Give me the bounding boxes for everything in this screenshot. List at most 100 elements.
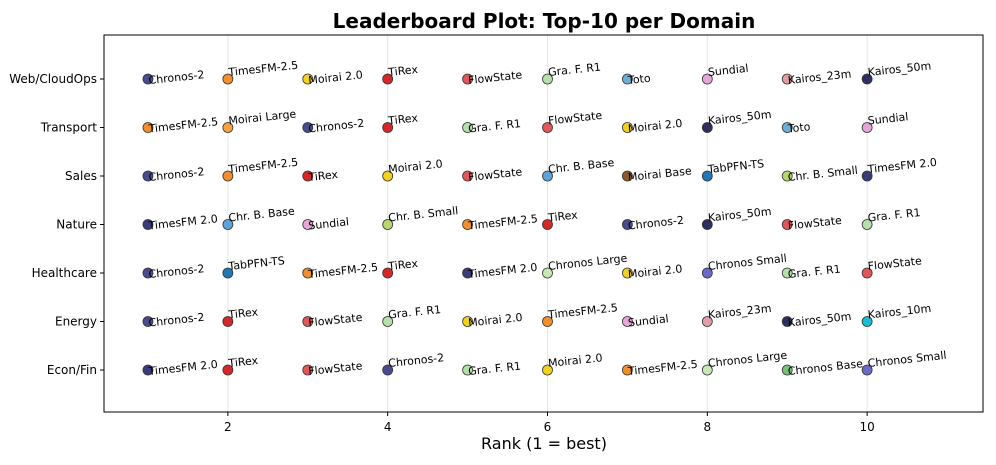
marker-timesfm-2-5 bbox=[222, 170, 234, 182]
marker-chronos-2 bbox=[302, 122, 314, 133]
point-label: Chronos Base bbox=[787, 357, 864, 378]
point-transport-rank-9: Toto bbox=[781, 120, 811, 136]
marker-timesfm-2-5 bbox=[462, 219, 473, 230]
point-label: Chronos-2 bbox=[627, 214, 684, 233]
marker-chronos-small bbox=[701, 267, 713, 279]
marker-chronos-2 bbox=[622, 219, 633, 230]
point-label: TabPFN-TS bbox=[706, 157, 765, 176]
marker-kairos-23m bbox=[701, 316, 713, 327]
point-econ-fin-rank-5: Gra. F. R1 bbox=[462, 360, 522, 378]
marker-sundial bbox=[302, 219, 314, 230]
point-label: TimesFM 2.0 bbox=[866, 156, 937, 176]
marker-gra-f-r1 bbox=[781, 267, 793, 279]
x-tick-label-8: 8 bbox=[703, 420, 711, 434]
marker-chronos-2 bbox=[142, 316, 154, 327]
point-energy-rank-10: Kairos_10m bbox=[861, 302, 932, 327]
point-label: Sundial bbox=[308, 215, 350, 232]
point-healthcare-rank-8: Chronos Small bbox=[701, 252, 787, 279]
point-label: TiRex bbox=[387, 111, 419, 127]
point-label: Toto bbox=[626, 72, 651, 87]
x-axis: 2 4 6 8 10 bbox=[224, 412, 875, 434]
point-web-cloudops-rank-1: Chronos-2 bbox=[142, 68, 205, 87]
point-energy-rank-6: TimesFM-2.5 bbox=[542, 301, 618, 327]
point-label: Kairos_50m bbox=[707, 205, 772, 225]
marker-moirai-2-0 bbox=[302, 73, 314, 85]
point-sales-rank-2: TimesFM-2.5 bbox=[222, 156, 299, 182]
point-label: Sundial bbox=[867, 110, 909, 127]
point-nature-rank-2: Chr. B. Base bbox=[222, 205, 296, 230]
point-nature-rank-7: Chronos-2 bbox=[622, 214, 684, 233]
point-label: Chronos-2 bbox=[308, 117, 365, 136]
marker-tirex bbox=[382, 73, 394, 85]
point-energy-rank-5: Moirai 2.0 bbox=[462, 311, 524, 330]
point-label: TimesFM-2.5 bbox=[227, 59, 299, 79]
point-sales-rank-7: Moirai Base bbox=[622, 164, 692, 184]
x-axis-label: Rank (1 = best) bbox=[481, 434, 607, 453]
point-nature-rank-1: TimesFM 2.0 bbox=[142, 212, 218, 233]
marker-timesfm-2-5 bbox=[222, 73, 234, 85]
point-nature-rank-8: Kairos_50m bbox=[701, 205, 772, 230]
marker-chronos-large bbox=[701, 364, 713, 376]
marker-sundial bbox=[701, 73, 713, 85]
marker-chronos-large bbox=[542, 267, 553, 279]
point-label: Moirai Large bbox=[228, 107, 297, 127]
point-label: Moirai 2.0 bbox=[468, 311, 524, 330]
marker-gra-f-r1 bbox=[462, 122, 473, 133]
point-econ-fin-rank-10: Chronos Small bbox=[861, 349, 947, 376]
marker-gra-f-r1 bbox=[382, 316, 394, 327]
point-web-cloudops-rank-5: FlowState bbox=[462, 68, 523, 87]
marker-tirex bbox=[382, 122, 394, 133]
point-healthcare-rank-3: TimesFM-2.5 bbox=[302, 261, 379, 281]
point-energy-rank-1: Chronos-2 bbox=[142, 311, 205, 329]
point-label: Moirai 2.0 bbox=[627, 117, 683, 136]
chart-title: Leaderboard Plot: Top-10 per Domain bbox=[333, 9, 756, 33]
marker-kairos-50m bbox=[701, 219, 713, 230]
point-label: TiRex bbox=[387, 63, 419, 79]
point-label: TimesFM 2.0 bbox=[147, 358, 218, 378]
marker-moirai-2-0 bbox=[622, 122, 633, 133]
point-nature-rank-6: TiRex bbox=[542, 208, 579, 230]
point-label: Chr. B. Small bbox=[388, 204, 459, 224]
point-healthcare-rank-6: Chronos Large bbox=[542, 252, 628, 279]
y-tick-label-econ-fin: Econ/Fin bbox=[47, 363, 97, 377]
point-label: Kairos_23m bbox=[787, 67, 852, 87]
point-transport-rank-2: Moirai Large bbox=[222, 107, 297, 133]
point-energy-rank-7: Sundial bbox=[622, 312, 669, 329]
marker-chronos-2 bbox=[382, 364, 394, 376]
point-healthcare-rank-2: TabPFN-TS bbox=[222, 254, 285, 279]
marker-gra-f-r1 bbox=[462, 364, 473, 376]
marker-moirai-base bbox=[622, 170, 633, 182]
marker-tabpfn-ts bbox=[222, 267, 234, 279]
point-sales-rank-3: TiRex bbox=[302, 168, 339, 184]
point-label: FlowState bbox=[787, 214, 843, 233]
point-label: Sundial bbox=[707, 62, 749, 79]
marker-kairos-50m bbox=[781, 316, 793, 327]
point-label: Chronos Large bbox=[547, 252, 628, 273]
point-transport-rank-4: TiRex bbox=[382, 111, 419, 133]
plot-frame bbox=[103, 34, 984, 413]
point-label: Chronos-2 bbox=[148, 165, 205, 184]
point-sales-rank-10: TimesFM 2.0 bbox=[861, 156, 938, 182]
marker-kairos-23m bbox=[781, 73, 793, 85]
marker-chronos-2 bbox=[142, 267, 154, 279]
point-econ-fin-rank-6: Moirai 2.0 bbox=[542, 351, 603, 376]
point-label: Kairos_50m bbox=[787, 310, 852, 330]
point-transport-rank-3: Chronos-2 bbox=[302, 117, 365, 136]
marker-toto bbox=[622, 73, 633, 85]
point-label: FlowState bbox=[547, 109, 603, 128]
marker-tirex bbox=[302, 170, 314, 182]
point-transport-rank-5: Gra. F. R1 bbox=[462, 117, 522, 135]
point-label: FlowState bbox=[468, 165, 524, 184]
point-nature-rank-5: TimesFM-2.5 bbox=[462, 212, 538, 233]
point-sales-rank-1: Chronos-2 bbox=[142, 165, 205, 184]
marker-gra-f-r1 bbox=[861, 219, 873, 230]
point-energy-rank-2: TiRex bbox=[222, 305, 259, 327]
point-label: TiRex bbox=[387, 257, 419, 273]
point-label: Gra. F. R1 bbox=[468, 117, 522, 135]
point-label: Sundial bbox=[627, 312, 669, 329]
point-label: Chronos Small bbox=[707, 252, 787, 273]
marker-toto bbox=[781, 122, 793, 133]
marker-chr-b-small bbox=[382, 219, 394, 230]
point-web-cloudops-rank-8: Sundial bbox=[701, 62, 749, 85]
point-energy-rank-8: Kairos_23m bbox=[701, 302, 772, 327]
